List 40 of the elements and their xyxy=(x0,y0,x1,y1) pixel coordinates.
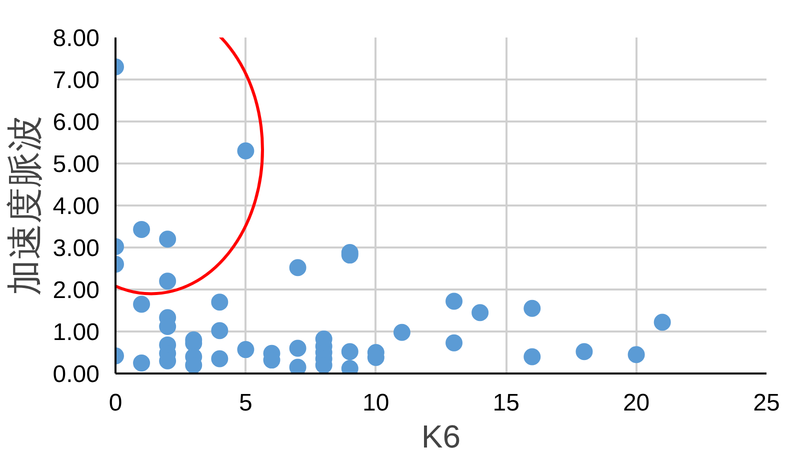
x-tick-label: 0 xyxy=(108,390,122,416)
y-tick-label: 3.00 xyxy=(52,235,100,262)
x-tick-label: 5 xyxy=(239,390,252,416)
y-tick-label: 5.00 xyxy=(52,151,100,178)
point xyxy=(446,334,463,352)
y-tick-label: 6.00 xyxy=(52,109,100,136)
point xyxy=(237,142,254,160)
point xyxy=(289,340,306,357)
point xyxy=(211,294,228,311)
point xyxy=(133,354,150,372)
point xyxy=(237,341,254,358)
y-tick-label: 2.00 xyxy=(52,277,100,304)
point xyxy=(159,272,176,290)
point xyxy=(133,296,150,313)
point xyxy=(472,304,489,322)
point xyxy=(133,220,150,238)
x-tick-label: 20 xyxy=(622,390,650,416)
x-tick-label: 25 xyxy=(753,390,780,416)
y-tick-label: 8.00 xyxy=(52,25,100,52)
point xyxy=(524,300,541,317)
point xyxy=(341,343,358,360)
y-tick-label: 0.00 xyxy=(52,361,100,388)
point xyxy=(654,314,671,331)
point xyxy=(393,324,410,341)
x-axis-title: K6 xyxy=(421,418,461,454)
point xyxy=(576,343,593,360)
point xyxy=(628,346,645,364)
y-tick-label: 7.00 xyxy=(52,67,100,94)
x-tick-label: 15 xyxy=(492,390,520,416)
point xyxy=(289,259,306,276)
y-tick-label: 4.00 xyxy=(52,193,100,220)
point xyxy=(289,358,306,374)
y-axis-title: 加速度脈波 xyxy=(4,116,45,296)
x-tick-label: 10 xyxy=(362,390,390,416)
point xyxy=(211,322,228,340)
point xyxy=(446,292,463,310)
point xyxy=(211,350,228,368)
point xyxy=(524,348,541,366)
point xyxy=(159,230,176,248)
y-tick-label: 1.00 xyxy=(52,319,100,346)
